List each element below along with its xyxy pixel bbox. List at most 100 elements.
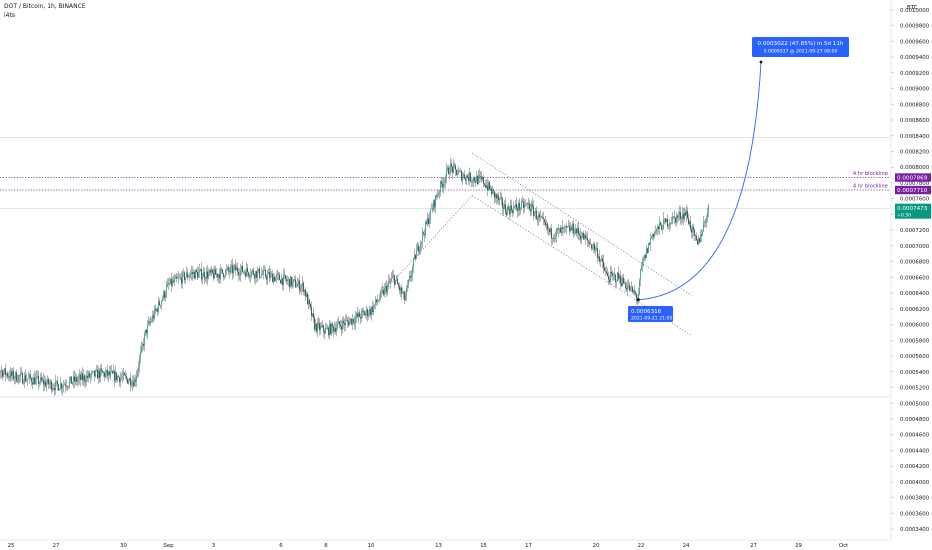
y-tick-label: 0.0004200 <box>900 464 930 470</box>
candle-body <box>339 321 340 325</box>
candle-body <box>630 286 631 291</box>
candle-body <box>39 382 40 384</box>
candle-body <box>184 272 185 281</box>
candle-body <box>595 248 596 251</box>
candle-body <box>182 272 183 284</box>
candle-body <box>415 254 416 259</box>
candle-body <box>20 373 21 377</box>
candle-body <box>694 229 695 236</box>
blockline-label: 4 hr blockline <box>853 171 888 177</box>
candle-body <box>214 269 215 279</box>
candle-body <box>421 241 422 244</box>
candle-body <box>180 277 181 278</box>
candle-body <box>188 276 189 278</box>
candle-body <box>319 323 320 331</box>
candle-body <box>330 324 331 335</box>
time-axis[interactable]: 25 27 30 Sep 3 6 8 10 13 15 17 20 22 24 27 29 Oct <box>0 539 890 549</box>
candle-body <box>627 286 628 290</box>
candle-body <box>449 173 450 175</box>
candle-body <box>143 344 144 346</box>
y-tick-label: 0.0007000 <box>900 244 930 250</box>
candle-body <box>477 176 478 185</box>
candle-body <box>129 378 130 382</box>
candle-body <box>455 165 456 170</box>
candle-body <box>200 269 201 271</box>
x-tick-label: 20 <box>593 543 600 549</box>
candle-body <box>333 326 334 332</box>
candle-body <box>277 274 278 275</box>
candle-body <box>179 277 180 278</box>
candle-body <box>109 371 110 376</box>
candle-body <box>215 269 216 275</box>
candle-body <box>563 227 564 229</box>
candle-body <box>686 210 687 216</box>
y-tick-label: 0.0004400 <box>900 448 930 454</box>
candle-body <box>451 163 452 167</box>
projection-path <box>638 62 762 301</box>
candle-body <box>142 344 143 346</box>
y-tick-label: 0.0005200 <box>900 386 930 392</box>
candle-body <box>195 269 196 279</box>
candle-body <box>219 274 220 279</box>
candle-body <box>566 226 567 228</box>
candle-body <box>233 267 234 274</box>
candle-body <box>490 188 491 190</box>
candle-body <box>16 372 17 382</box>
candle-body <box>300 288 301 291</box>
candle-body <box>4 368 5 373</box>
candle-body <box>666 218 667 223</box>
price-axis-background <box>891 0 932 550</box>
candle-body <box>685 212 686 216</box>
candle-body <box>632 286 633 293</box>
candle-body <box>465 178 466 181</box>
candle-body <box>94 370 95 377</box>
candle-body <box>1 370 2 372</box>
symbol-title: DOT / Bitcoin, 1h, BINANCE <box>4 3 86 10</box>
price-axis[interactable]: 0.0003400 0.0003600 0.0003800 0.0004000 0.00… <box>890 0 932 550</box>
candle-body <box>73 376 74 383</box>
candle-body <box>453 164 454 173</box>
candle-body <box>235 265 236 271</box>
candle-body <box>499 198 500 201</box>
candle-body <box>107 370 108 376</box>
candle-body <box>452 166 453 173</box>
candle-body <box>638 294 639 299</box>
candle-body <box>258 268 259 272</box>
candle-body <box>392 276 393 279</box>
candle-body <box>470 172 471 182</box>
candle-body <box>119 377 120 383</box>
candle-body <box>358 312 359 317</box>
candle-body <box>149 321 150 324</box>
candle-body <box>303 282 304 292</box>
candle-body <box>503 207 504 209</box>
candle-body <box>80 375 81 380</box>
candle-body <box>56 380 57 382</box>
candle-body <box>474 177 475 182</box>
candle-body <box>71 376 72 384</box>
candle-body <box>584 235 585 240</box>
candle-body <box>286 279 287 282</box>
candle-body <box>541 216 542 218</box>
candle-body <box>185 277 186 281</box>
candle-body <box>343 320 344 324</box>
indicator-name[interactable]: i4ts <box>4 12 15 19</box>
candle-body <box>372 306 373 313</box>
candle-body <box>342 320 343 330</box>
candle-body <box>459 170 460 172</box>
candle-body <box>264 270 265 271</box>
candle-body <box>471 181 472 182</box>
candle-body <box>535 210 536 214</box>
x-tick-label: 13 <box>435 543 442 549</box>
candle-body <box>271 273 272 275</box>
candle-body <box>596 247 597 249</box>
candle-body <box>156 308 157 311</box>
candle-body <box>48 378 49 385</box>
candle-body <box>261 274 262 278</box>
candle-body <box>31 378 32 383</box>
candle-body <box>539 214 540 218</box>
candle-body <box>398 284 399 287</box>
candle-body <box>28 377 29 379</box>
candle-body <box>569 226 570 232</box>
candle-body <box>128 381 129 384</box>
